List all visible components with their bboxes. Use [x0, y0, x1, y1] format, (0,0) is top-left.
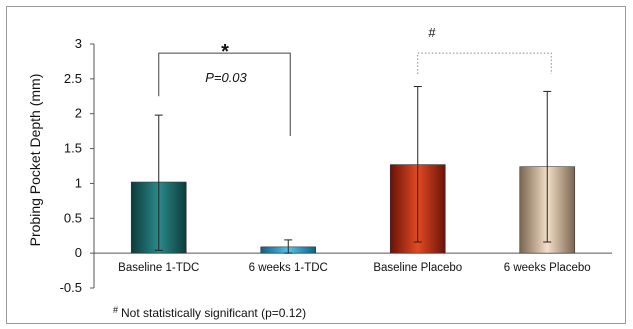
category-label-0: Baseline 1-TDC	[118, 262, 199, 274]
footnote-text: Not statistically significant (p=0.12)	[121, 306, 306, 320]
y-tick-label: 0	[75, 245, 82, 260]
significance-bracket-1tdc	[158, 52, 291, 137]
y-tick-label: 2	[75, 106, 82, 121]
category-label-2: Baseline Placebo	[373, 262, 462, 274]
y-axis-label: Probing Pocket Depth (mm)	[27, 74, 43, 247]
category-label-1: 6 weeks 1-TDC	[249, 262, 328, 274]
footnote-mark: #	[113, 305, 118, 315]
chart-frame	[6, 6, 626, 324]
significance-star: *	[221, 41, 229, 63]
significance-bracket-placebo	[417, 52, 552, 74]
y-tick-label: 1	[75, 175, 82, 190]
p-value-label: P=0.03	[205, 70, 247, 85]
y-tick-label: 2.5	[64, 71, 82, 86]
y-tick-label: 1.5	[64, 141, 82, 156]
category-label-3: 6 weeks Placebo	[504, 262, 591, 274]
y-tick-label: 0.5	[64, 210, 82, 225]
y-tick-label: 3	[75, 36, 82, 51]
y-tick-label: -0.5	[60, 280, 82, 295]
hash-mark: #	[428, 25, 436, 40]
footnote: # Not statistically significant (p=0.12)	[113, 305, 306, 320]
